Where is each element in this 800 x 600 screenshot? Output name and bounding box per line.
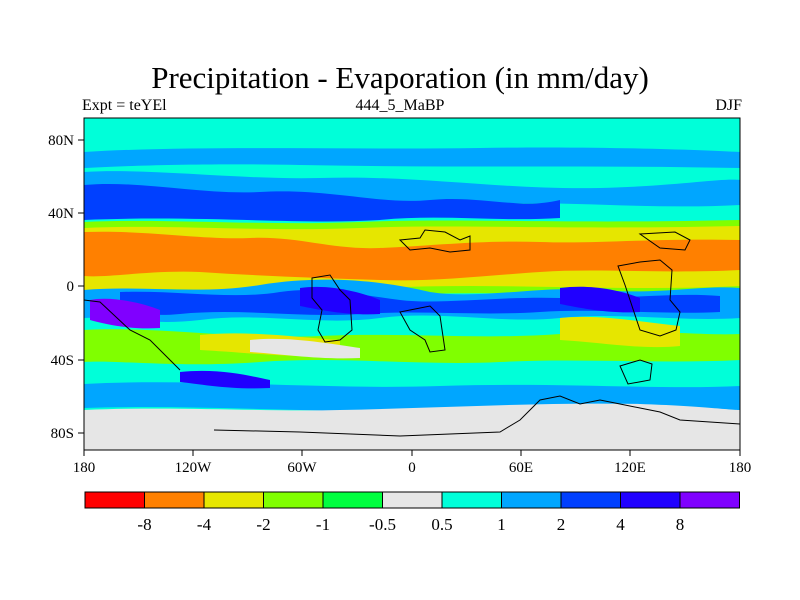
colorbar-swatch: [441, 491, 502, 509]
colorbar-swatch: [84, 491, 145, 509]
y-axis-labels: 80N 40N 0 40S 80S: [48, 133, 74, 442]
indian-max: [560, 286, 640, 313]
colorbar-label: 4: [616, 515, 625, 534]
land-outlines: [84, 229, 740, 437]
band-50n-dark: [84, 183, 560, 222]
colorbar-swatch: [322, 491, 383, 509]
land-south-africa: [399, 305, 446, 353]
land-coast-west: [84, 299, 181, 371]
colorbar-swatch: [382, 491, 443, 509]
map-field: [84, 118, 740, 450]
period-label: 444_5_MaBP: [355, 97, 445, 114]
colorbar-label: 0.5: [431, 515, 452, 534]
tick-marks: [78, 139, 741, 456]
colorbar-label: -1: [316, 515, 330, 534]
land-australia: [619, 359, 653, 385]
land-antarctica: [213, 395, 740, 437]
storm-track-pacific: [180, 370, 270, 389]
map-title: Precipitation - Evaporation (in mm/day): [151, 60, 649, 95]
land-east-asia: [638, 231, 691, 251]
pacific-max: [90, 298, 160, 329]
land-north-africa: [398, 229, 471, 253]
x-tick-label: 0: [408, 460, 416, 476]
y-tick-label: 0: [67, 279, 75, 295]
experiment-label: Expt = teYEl: [82, 97, 167, 114]
band-antarctic: [84, 403, 740, 450]
x-tick-label: 60W: [287, 460, 317, 476]
y-tick-label: 40S: [51, 353, 74, 369]
band-30s-yellow-b: [560, 316, 680, 348]
colorbar-label: 1: [497, 515, 506, 534]
band-itcz-dark: [120, 290, 720, 315]
band-subtropic-orange: [84, 231, 740, 281]
colorbar-label: 8: [676, 515, 685, 534]
colorbar-label: -0.5: [369, 515, 396, 534]
colorbar-swatch: [560, 491, 621, 509]
colorbar-swatch: [203, 491, 264, 509]
x-tick-label: 180: [729, 460, 752, 476]
colorbar-swatch: [679, 491, 740, 509]
band-60n-light: [84, 147, 740, 168]
y-tick-label: 80N: [48, 133, 74, 149]
band-30s-grey: [250, 338, 360, 359]
colorbar: -8 -4 -2 -1 -0.5 0.5 1 2 4 8: [84, 491, 740, 534]
y-tick-label: 40N: [48, 206, 74, 222]
colorbar-label: -4: [197, 515, 212, 534]
x-tick-label: 60E: [509, 460, 533, 476]
x-tick-label: 120W: [175, 460, 213, 476]
season-label: DJF: [715, 97, 742, 114]
land-south-america: [311, 274, 353, 343]
colorbar-label: -8: [137, 515, 151, 534]
colorbar-label: -2: [256, 515, 270, 534]
x-tick-label: 180: [73, 460, 96, 476]
colorbar-swatch: [501, 491, 562, 509]
y-tick-label: 80S: [51, 426, 74, 442]
land-asia-south: [617, 259, 681, 337]
x-tick-label: 120E: [614, 460, 646, 476]
colorbar-label: 2: [557, 515, 566, 534]
x-axis-labels: 180 120W 60W 0 60E 120E 180: [73, 460, 752, 476]
band-arctic: [84, 118, 740, 136]
colorbar-swatch: [620, 491, 681, 509]
colorbar-swatch: [144, 491, 205, 509]
colorbar-swatch: [263, 491, 324, 509]
